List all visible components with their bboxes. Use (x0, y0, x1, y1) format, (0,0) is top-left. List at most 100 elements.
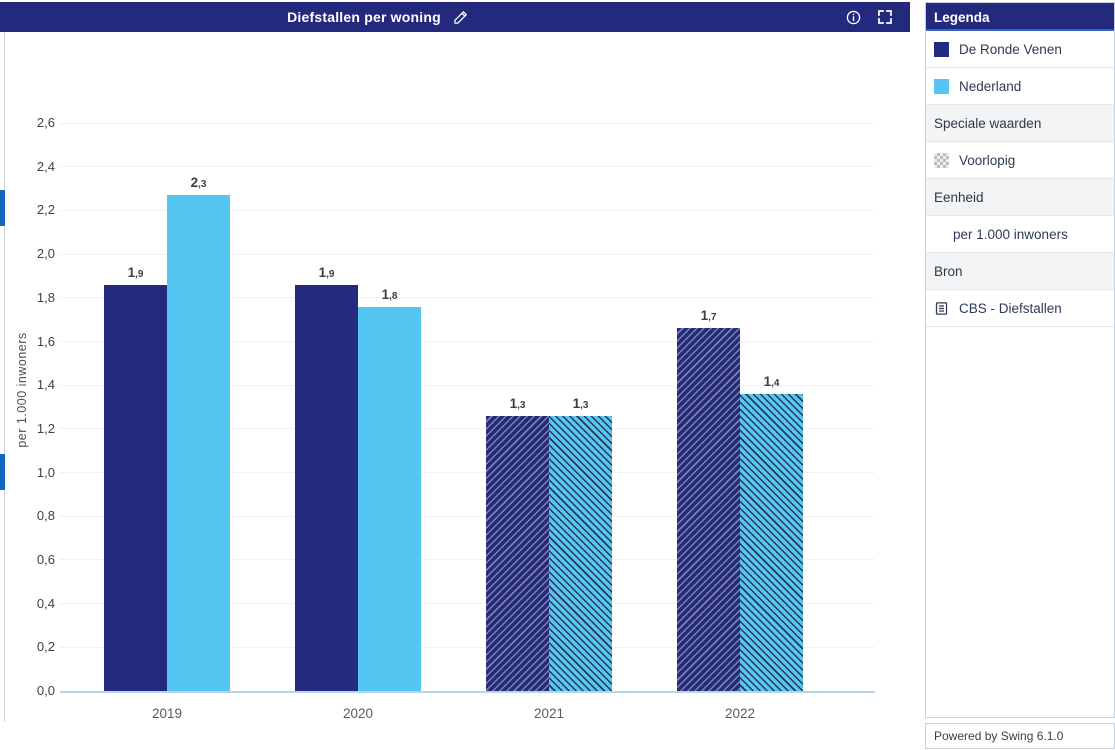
y-axis-tick-label: 0,0 (36, 683, 55, 698)
gridline (60, 209, 875, 211)
x-axis-line (60, 691, 875, 693)
y-axis-tick-label: 0,2 (36, 639, 55, 655)
bar-nederland-2019[interactable] (167, 195, 230, 691)
bar-nederland-2021[interactable] (549, 415, 612, 691)
x-axis-tick-label: 2019 (151, 706, 183, 721)
gridline (60, 341, 875, 342)
value-integer: 1 (700, 308, 709, 324)
bar-value-label: 1,4 (740, 374, 803, 390)
legend-section-label: Speciale waarden (934, 115, 1042, 131)
provisional-hatch-swatch (934, 152, 949, 168)
bar-value-label: 1,9 (295, 265, 358, 281)
y-axis-tick-label: 2,4 (36, 158, 55, 174)
value-integer: 1 (127, 264, 136, 280)
legend-item-source-cbs[interactable]: CBS - Diefstallen (926, 290, 1114, 327)
legend-section-eenheid: Eenheid (926, 179, 1114, 216)
legend-section-label: Bron (934, 263, 963, 279)
y-axis-tick-label: 2,2 (36, 202, 55, 218)
legend-item-voorlopig: Voorlopig (926, 142, 1114, 179)
y-axis-tick-label: 0,8 (36, 508, 55, 524)
info-icon[interactable] (845, 9, 862, 26)
value-integer: 2 (190, 175, 199, 191)
bar-de-ronde-venen-2020[interactable] (295, 284, 358, 691)
x-axis-tick-label: 2021 (533, 706, 565, 721)
legend-label: Voorlopig (959, 152, 1016, 168)
powered-by-text: Powered by Swing 6.1.0 (934, 729, 1064, 743)
gridline (60, 515, 875, 517)
gridline (60, 646, 875, 648)
bar-de-ronde-venen-2019[interactable] (104, 284, 167, 691)
y-axis-tick-label: 1,4 (36, 377, 55, 393)
panel-left-border (4, 32, 5, 722)
legend-label: per 1.000 inwoners (953, 226, 1068, 242)
bar-value-label: 1,7 (677, 308, 740, 324)
pencil-icon[interactable] (452, 9, 469, 26)
value-decimal: ,3 (580, 399, 589, 411)
gridline (60, 253, 875, 255)
bar-value-label: 1,3 (549, 396, 612, 412)
gridline (60, 297, 875, 299)
value-decimal: ,4 (771, 377, 780, 389)
y-axis-tick-label: 1,8 (36, 289, 55, 305)
gridline (60, 559, 875, 561)
bar-nederland-2022[interactable] (740, 393, 803, 691)
y-axis-tick-label: 1,2 (36, 420, 55, 436)
series-swatch-nederland (934, 78, 949, 94)
plot-area: 0,0 0,2 0,4 0,6 0,8 1,0 1,2 1,4 1,6 1,8 2,0 2,2 2,4 2… (36, 115, 875, 721)
value-integer: 1 (572, 395, 581, 411)
legend-section-speciale-waarden: Speciale waarden (926, 105, 1114, 142)
bar-de-ronde-venen-2021[interactable] (486, 415, 549, 691)
left-edge-handle-top[interactable] (0, 190, 5, 226)
legend-item-nederland[interactable]: Nederland (926, 68, 1114, 105)
y-axis-tick-label: 1,6 (36, 333, 55, 349)
value-decimal: ,7 (708, 312, 717, 324)
y-axis-tick-label: 0,4 (36, 595, 55, 611)
gridline (60, 603, 875, 605)
value-decimal: ,3 (198, 179, 207, 191)
book-icon (934, 301, 949, 316)
x-axis-tick-label: 2022 (724, 706, 756, 721)
bar-de-ronde-venen-2022[interactable] (677, 328, 740, 691)
chart-title-group: Diefstallen per woning (287, 2, 469, 32)
legend-label: CBS - Diefstallen (959, 300, 1062, 316)
bar-value-label: 2,3 (167, 175, 230, 191)
chart-title: Diefstallen per woning (287, 9, 441, 25)
gridline (60, 472, 875, 473)
gridline (60, 122, 875, 124)
value-decimal: ,9 (326, 268, 335, 280)
x-axis-tick-label: 2020 (342, 706, 374, 721)
bar-value-label: 1,9 (104, 265, 167, 281)
fullscreen-expand-icon[interactable] (877, 9, 893, 25)
gridline (60, 166, 875, 168)
legend-panel: Legenda De Ronde Venen Nederland Special… (925, 2, 1115, 718)
powered-by-badge: Powered by Swing 6.1.0 (925, 723, 1115, 749)
value-integer: 1 (509, 395, 518, 411)
y-axis-tick-label: 0,6 (36, 551, 55, 567)
value-decimal: ,8 (389, 290, 398, 302)
title-bar-actions (845, 2, 893, 32)
y-axis-tick-label: 1,0 (36, 464, 55, 480)
chart-title-bar: Diefstallen per woning (0, 2, 910, 32)
value-integer: 1 (381, 286, 390, 302)
gridline (60, 428, 875, 430)
value-integer: 1 (763, 373, 772, 389)
y-axis-tick-label: 2,0 (36, 246, 55, 262)
legend-item-de-ronde-venen[interactable]: De Ronde Venen (926, 31, 1114, 68)
value-integer: 1 (318, 264, 327, 280)
gridline (60, 384, 875, 386)
value-decimal: ,9 (135, 268, 144, 280)
value-decimal: ,3 (517, 399, 526, 411)
legend-item-unit: per 1.000 inwoners (926, 216, 1114, 253)
legend-label: De Ronde Venen (959, 41, 1062, 57)
bar-value-label: 1,8 (358, 287, 421, 303)
bar-value-label: 1,3 (486, 396, 549, 412)
y-axis-tick-label: 2,6 (36, 115, 55, 130)
legend-section-label: Eenheid (934, 189, 984, 205)
series-swatch-de-ronde-venen (934, 41, 949, 57)
left-edge-handle-bottom[interactable] (0, 454, 5, 490)
legend-label: Nederland (959, 78, 1022, 94)
bar-nederland-2020[interactable] (358, 306, 421, 691)
legend-header: Legenda (926, 3, 1114, 31)
legend-section-bron: Bron (926, 253, 1114, 290)
